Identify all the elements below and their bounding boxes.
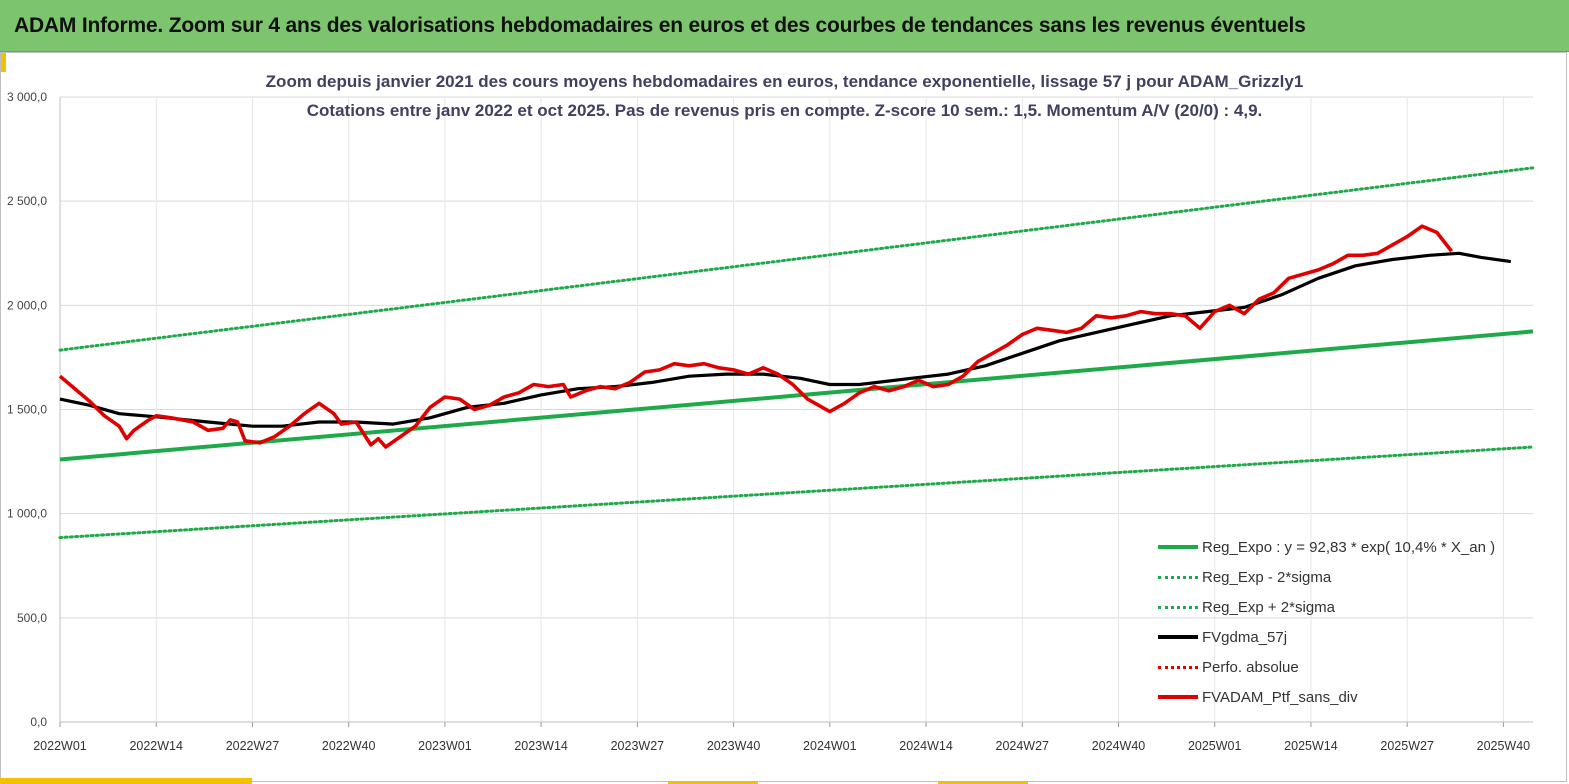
x-tick-label: 2024W27 <box>996 739 1050 753</box>
series-line-fvgdma-57j <box>59 251 1512 428</box>
legend-label: Reg_Expo : y = 92,83 * exp( 10,4% * X_an… <box>1202 538 1496 556</box>
legend-label: Reg_Exp - 2*sigma <box>1202 568 1332 586</box>
series-line-reg-exp-2-sigma <box>58 166 1535 352</box>
legend-label: Reg_Exp + 2*sigma <box>1202 598 1335 616</box>
y-tick-label: 2 000,0 <box>7 298 47 312</box>
chart-series <box>58 166 1535 540</box>
x-tick-label: 2022W27 <box>226 739 280 753</box>
series-line-reg-exp-2-sigma <box>58 445 1535 540</box>
legend-item: FVADAM_Ptf_sans_div <box>1158 682 1538 712</box>
legend-item: Reg_Exp - 2*sigma <box>1158 562 1538 592</box>
legend-label: FVgdma_57j <box>1202 628 1288 646</box>
y-tick-label: 2 500,0 <box>7 194 47 208</box>
y-tick-label: 500,0 <box>17 611 47 625</box>
chart-subtitle: Cotations entre janv 2022 et oct 2025. P… <box>306 101 1263 120</box>
chart-legend: Reg_Expo : y = 92,83 * exp( 10,4% * X_an… <box>1158 532 1538 712</box>
x-tick-label: 2023W01 <box>418 739 472 753</box>
x-tick-label: 2022W14 <box>129 739 183 753</box>
series-line-fvadam-ptf-sans-div <box>58 224 1454 449</box>
y-tick-label: 1 500,0 <box>7 403 47 417</box>
x-tick-label: 2024W14 <box>899 739 953 753</box>
x-tick-label: 2023W27 <box>611 739 665 753</box>
legend-item: Reg_Exp + 2*sigma <box>1158 592 1538 622</box>
legend-item: Reg_Expo : y = 92,83 * exp( 10,4% * X_an… <box>1158 532 1538 562</box>
series-line-reg-expo-y-92-83-exp-10-4-x-an <box>59 329 1534 462</box>
x-tick-label: 2023W14 <box>514 739 568 753</box>
legend-label: FVADAM_Ptf_sans_div <box>1202 688 1358 706</box>
header-bar: ADAM Informe. Zoom sur 4 ans des valoris… <box>0 0 1569 52</box>
x-tick-label: 2022W40 <box>322 739 376 753</box>
chart-grid <box>59 96 1533 727</box>
y-tick-label: 1 000,0 <box>7 507 47 521</box>
y-tick-label: 0,0 <box>30 715 47 729</box>
chart-title: Zoom depuis janvier 2021 des cours moyen… <box>265 72 1304 91</box>
legend-item: FVgdma_57j <box>1158 622 1538 652</box>
x-tick-label: 2025W01 <box>1188 739 1242 753</box>
legend-swatch <box>1158 635 1198 639</box>
legend-swatch <box>1158 695 1198 699</box>
x-tick-label: 2024W01 <box>803 739 857 753</box>
legend-swatch <box>1158 605 1198 609</box>
accent-strip-left <box>0 52 6 72</box>
x-tick-label: 2024W40 <box>1092 739 1146 753</box>
legend-item: Perfo. absolue <box>1158 652 1538 682</box>
x-tick-label: 2023W40 <box>707 739 761 753</box>
accent-strip-bottom-3 <box>938 781 1028 784</box>
page-title: ADAM Informe. Zoom sur 4 ans des valoris… <box>14 14 1306 37</box>
accent-strip-bottom-2 <box>668 781 758 784</box>
legend-label: Perfo. absolue <box>1202 658 1299 676</box>
y-axis-ticks: 0,0 500,0 1 000,0 1 500,0 2 000,0 2 500,0 3 00… <box>7 90 47 729</box>
y-tick-label: 3 000,0 <box>7 90 47 104</box>
x-tick-label: 2025W27 <box>1380 739 1434 753</box>
chart-frame <box>0 52 1567 782</box>
legend-swatch <box>1158 665 1198 669</box>
accent-strip-bottom <box>0 778 252 784</box>
legend-swatch <box>1158 545 1198 549</box>
x-axis-ticks: 2022W01 2022W14 2022W27 2022W40 2023W01 2023W… <box>33 739 1530 753</box>
legend-swatch <box>1158 575 1198 579</box>
x-tick-label: 2025W14 <box>1284 739 1338 753</box>
x-tick-label: 2022W01 <box>33 739 87 753</box>
x-tick-label: 2025W40 <box>1477 739 1531 753</box>
